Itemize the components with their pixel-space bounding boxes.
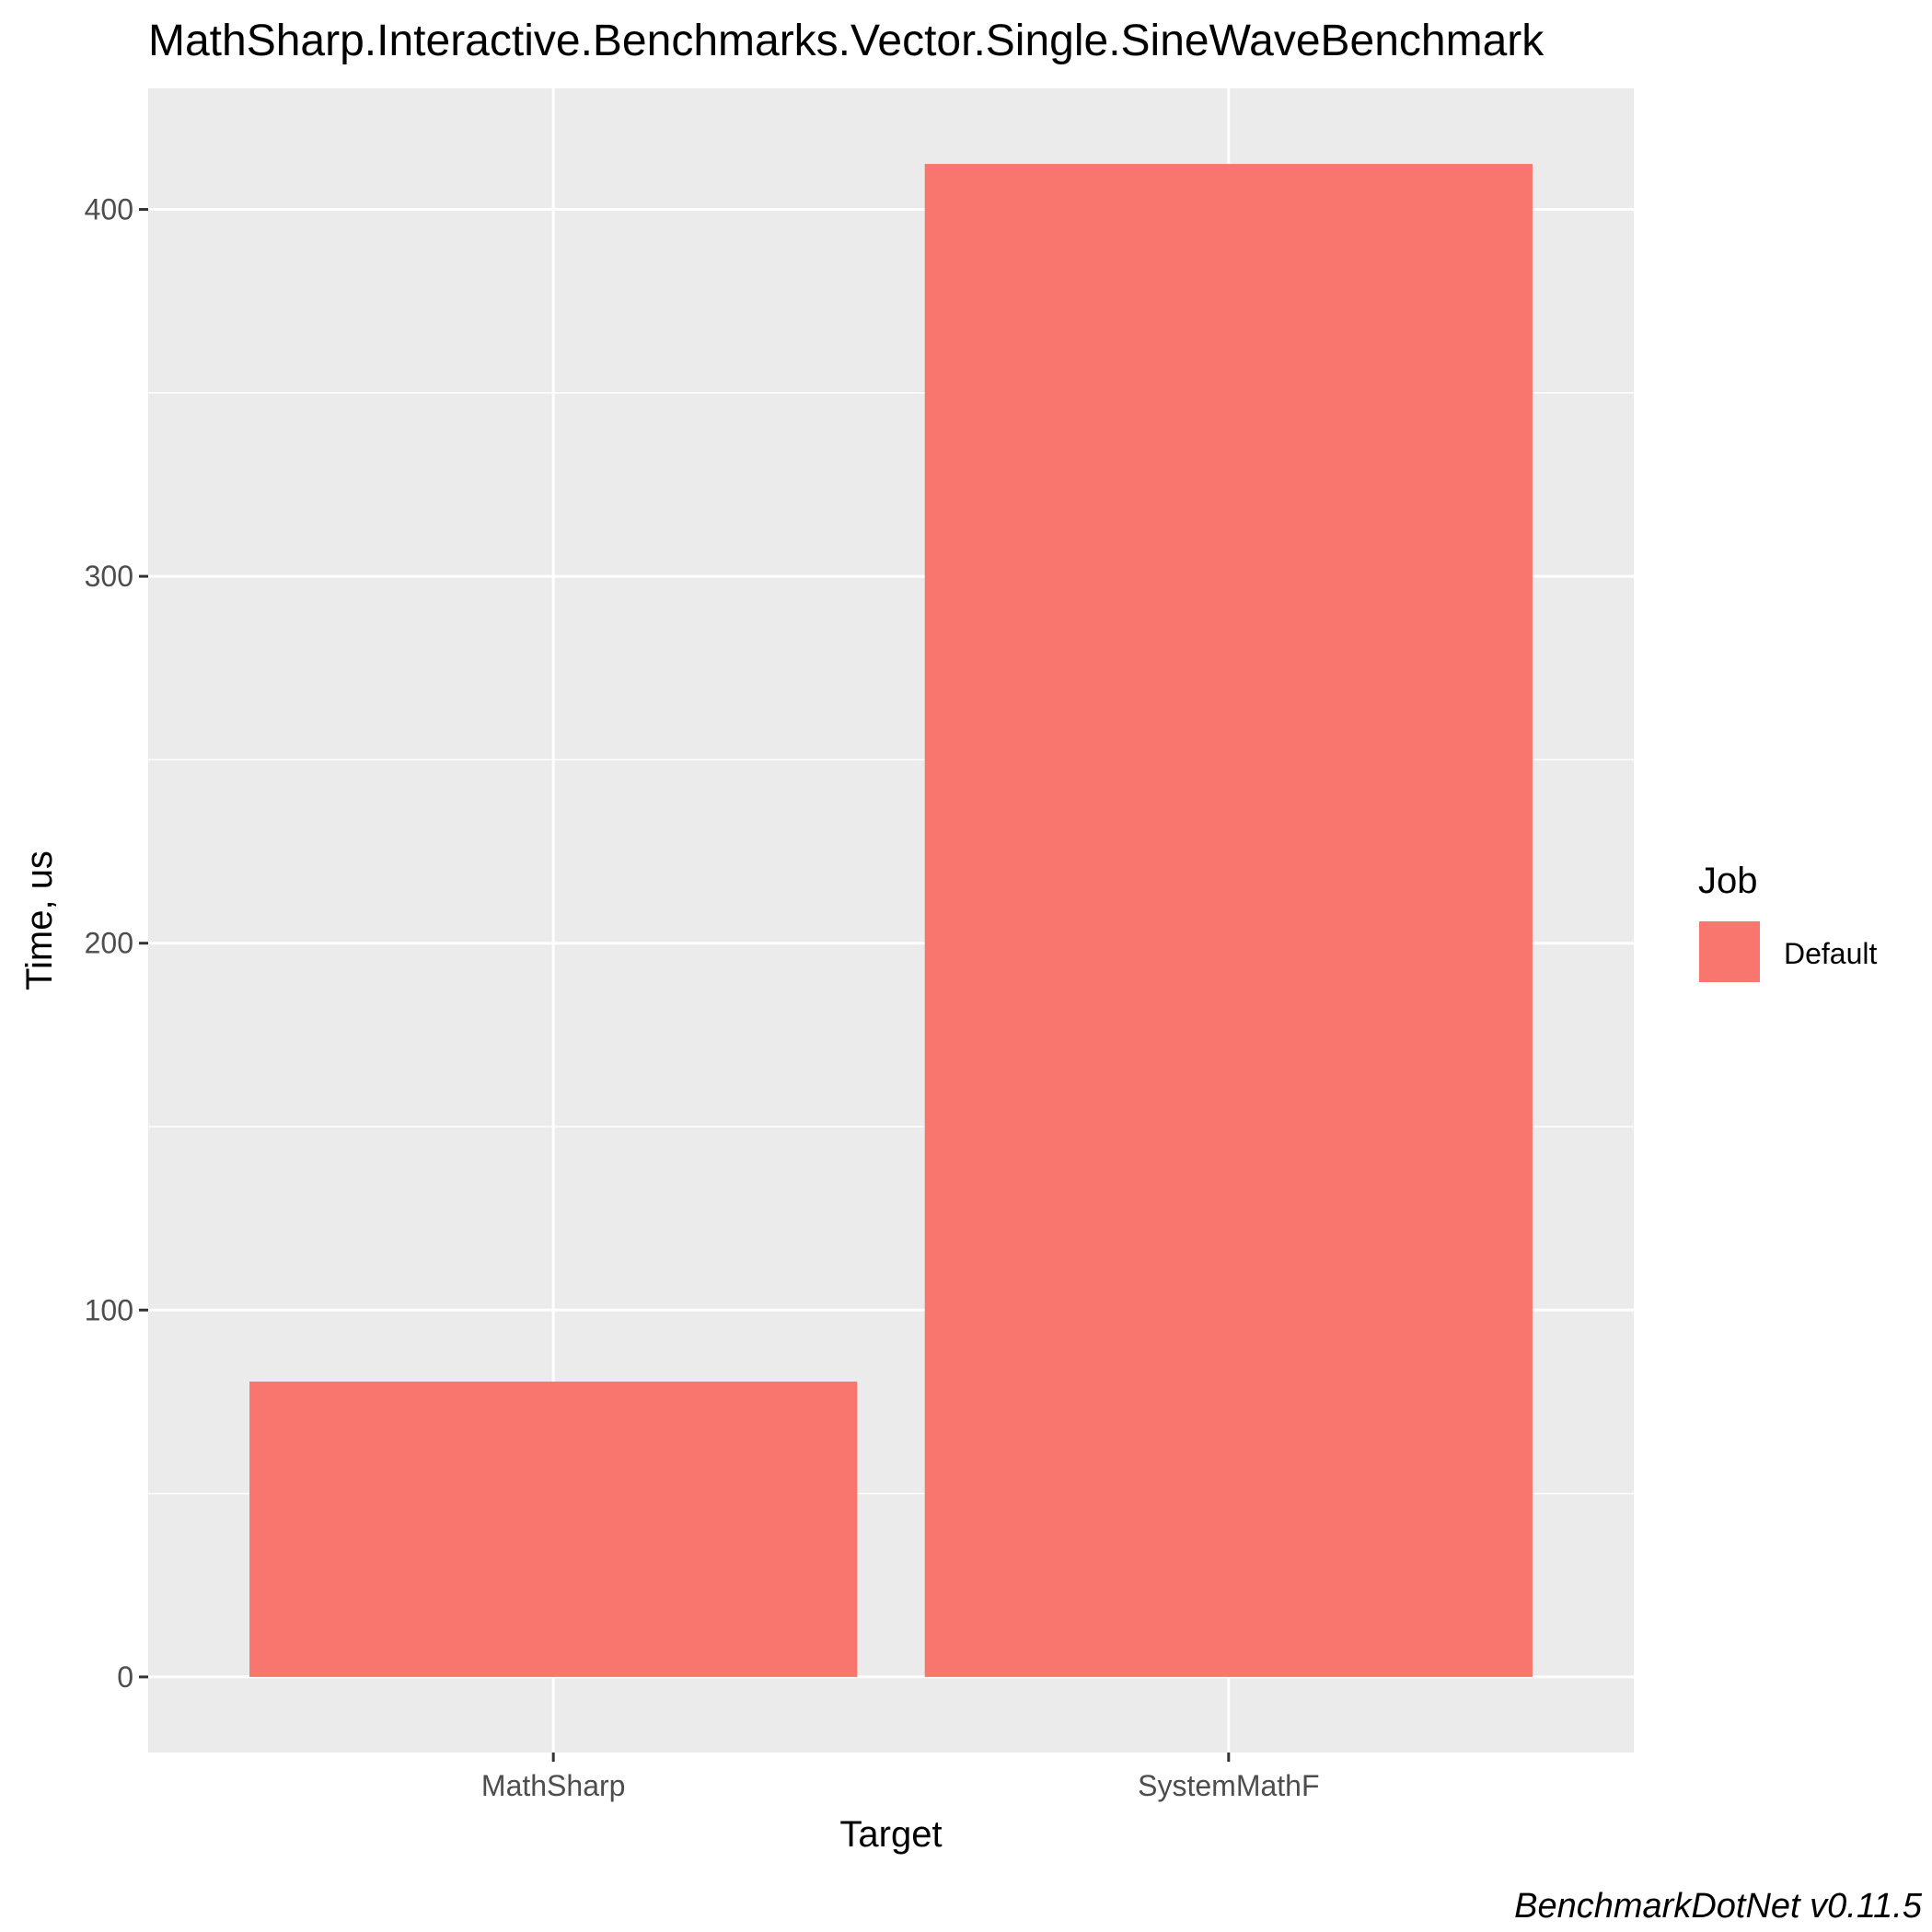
x-tick-label: MathSharp [481,1769,626,1802]
legend-key-default [1699,921,1760,982]
bar-systemmathf [924,164,1533,1677]
legend: Job Default [1698,861,1878,982]
y-axis-title: Time, us [19,850,60,990]
y-axis: 0 100 200 300 400 [85,193,148,1694]
x-axis: MathSharp SystemMathF [481,1753,1320,1802]
legend-label-default: Default [1784,937,1878,970]
y-tick-label: 100 [85,1293,133,1326]
legend-title: Job [1698,861,1758,901]
x-axis-title: Target [839,1814,942,1855]
bars [249,164,1533,1677]
x-tick-label: SystemMathF [1138,1769,1319,1802]
y-tick-label: 200 [85,927,133,960]
caption: BenchmarkDotNet v0.11.5 [1514,1887,1923,1926]
y-tick-label: 300 [85,560,133,593]
bar-mathsharp [249,1382,858,1677]
chart-title: MathSharp.Interactive.Benchmarks.Vector.… [148,17,1544,65]
y-tick-label: 400 [85,193,133,226]
y-tick-label: 0 [117,1660,133,1694]
